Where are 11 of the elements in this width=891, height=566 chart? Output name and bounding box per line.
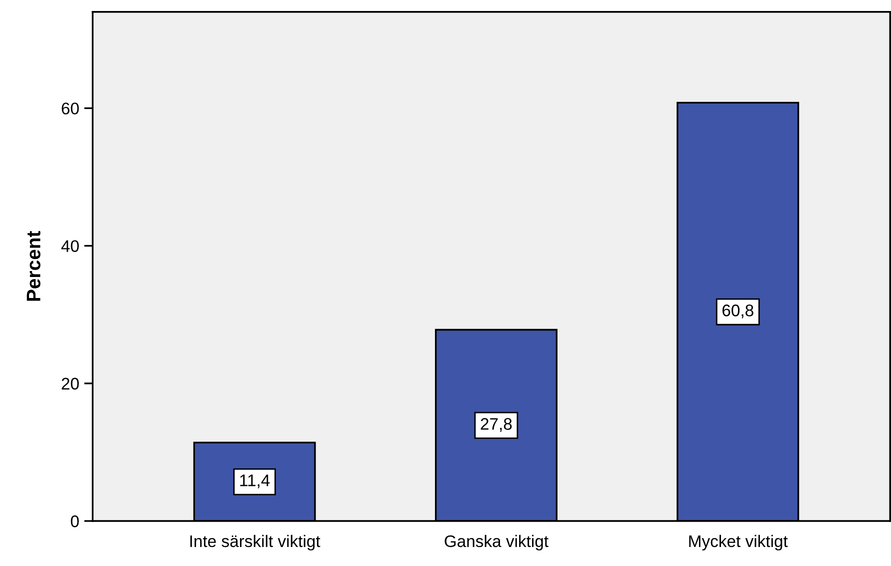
y-tick-label: 20 (62, 378, 79, 390)
x-tick-label: Mycket viktigt (689, 534, 788, 550)
data-label: 60,8 (722, 304, 754, 318)
y-tick-label: 0 (70, 515, 79, 528)
data-label: 11,4 (240, 474, 270, 488)
y-tick-label: 40 (61, 240, 79, 252)
data-label: 27,8 (480, 418, 512, 432)
y-tick-label: 60 (62, 102, 79, 114)
x-tick-label: Inte särskilt viktigt (190, 534, 320, 550)
x-tick-label: Ganska viktigt (444, 534, 548, 550)
y-axis-title: Percent (26, 231, 40, 301)
